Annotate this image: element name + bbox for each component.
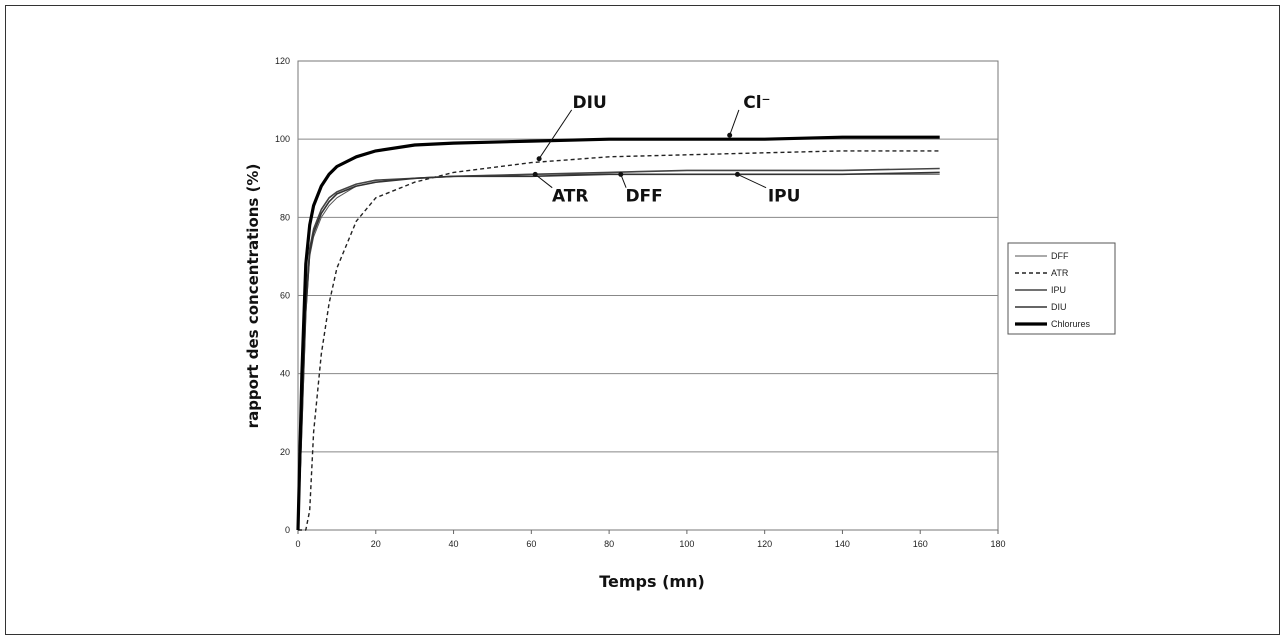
annotation-arrow [737,173,767,189]
x-tick-label: 0 [295,539,300,549]
annotations: DIU Cl⁻ ATR DFF IPU [532,93,801,207]
series-line-atr [298,150,940,531]
annotation-arrow-head [727,132,733,138]
legend-label: DFF [1051,251,1069,261]
x-tick-label: 180 [990,539,1005,549]
y-axis-title: rapport des concentrations (%) [244,164,262,429]
y-tick-label: 120 [275,56,290,66]
annotation-arrow-head [532,171,538,177]
x-tick-label: 160 [913,539,928,549]
legend-box [1007,242,1116,335]
x-tick-label: 60 [526,539,536,549]
legend-label: IPU [1051,285,1066,295]
y-tick-label: 80 [280,212,290,222]
x-tick-labels: 0 20 40 60 80 100 120 140 160 180 [295,530,1006,549]
annotation-label: DFF [625,187,662,207]
y-tick-label: 0 [285,525,290,535]
annotation-arrow-head [734,171,740,177]
annotation-label: Cl⁻ [743,93,770,113]
y-tick-label: 60 [280,291,290,301]
y-tick-label: 20 [280,447,290,457]
x-tick-label: 20 [371,539,381,549]
annotation-label: ATR [552,187,589,207]
annotation-arrow [534,173,553,189]
series-line-diu [297,171,940,531]
annotation-arrow-head [618,171,624,177]
legend-label: Chlorures [1051,319,1091,329]
annotation-arrow [538,109,573,159]
x-axis-title: Temps (mn) [599,572,705,591]
x-tick-label: 100 [679,539,694,549]
series-line-chlorures [296,135,940,531]
annotation-label: IPU [768,187,801,207]
series-lines [296,135,940,531]
annotation-label: DIU [573,93,607,113]
x-tick-label: 80 [604,539,614,549]
legend-label: DIU [1051,302,1067,312]
x-tick-label: 140 [835,539,850,549]
y-tick-label: 40 [280,369,290,379]
x-tick-label: 120 [757,539,772,549]
x-tick-label: 40 [449,539,459,549]
y-tick-labels: 0 20 40 60 80 100 120 [275,56,290,535]
legend-label: ATR [1051,268,1069,278]
annotation-arrow-head [536,156,542,162]
legend: DFF ATR IPU DIU Chlorures [1007,242,1116,335]
annotation-arrow [729,109,740,136]
y-tick-label: 100 [275,134,290,144]
